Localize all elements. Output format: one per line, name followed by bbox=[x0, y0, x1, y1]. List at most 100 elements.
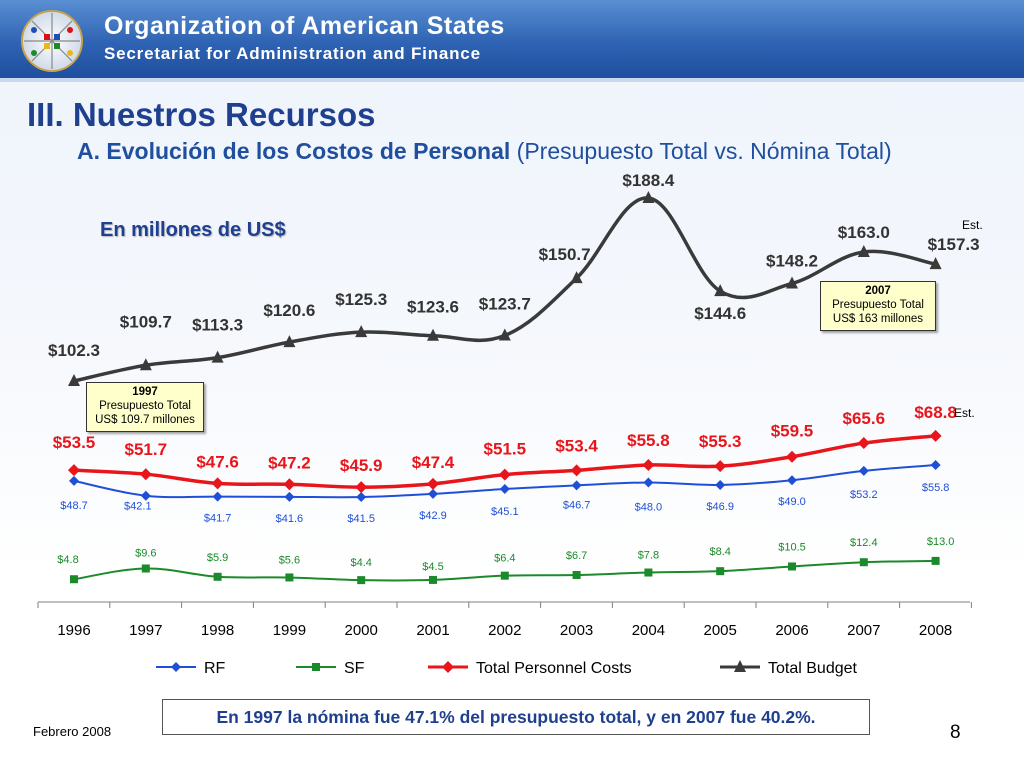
data-label: $51.5 bbox=[484, 440, 527, 459]
data-label: $157.3 bbox=[928, 235, 980, 254]
data-label: $10.5 bbox=[778, 541, 806, 553]
data-label: $12.4 bbox=[850, 537, 878, 549]
personnel-point bbox=[498, 468, 511, 481]
sf-point bbox=[572, 570, 581, 579]
legend-marker bbox=[442, 661, 454, 673]
sf-point bbox=[859, 558, 868, 567]
rf-point bbox=[140, 490, 151, 501]
data-label: $41.6 bbox=[276, 513, 304, 525]
x-tick-label: 1999 bbox=[273, 622, 306, 639]
personnel-point bbox=[211, 477, 224, 490]
rf-point bbox=[428, 488, 438, 499]
x-tick-label: 1996 bbox=[57, 622, 90, 639]
personnel-point bbox=[139, 468, 152, 481]
rf-point bbox=[571, 480, 582, 491]
budget-point bbox=[427, 328, 439, 341]
legend-label: Total Personnel Costs bbox=[476, 660, 632, 677]
data-label: $51.7 bbox=[125, 440, 168, 459]
est-label-budget: Est. bbox=[962, 218, 983, 232]
personnel-point bbox=[857, 437, 870, 450]
data-label: $68.8 bbox=[914, 403, 957, 422]
rf-point bbox=[356, 492, 367, 503]
rf-point bbox=[212, 491, 223, 502]
rf-point bbox=[930, 460, 941, 471]
header-divider bbox=[0, 78, 1024, 82]
data-label: $48.7 bbox=[60, 500, 88, 512]
callout-1997-line2: US$ 109.7 millones bbox=[95, 414, 195, 426]
legend-label: SF bbox=[344, 660, 365, 677]
x-tick-label: 2007 bbox=[847, 622, 880, 639]
data-label: $59.5 bbox=[771, 422, 814, 441]
data-label: $46.7 bbox=[563, 499, 591, 511]
personnel-point bbox=[570, 464, 583, 477]
data-label: $45.9 bbox=[340, 456, 383, 475]
sf-point bbox=[500, 571, 509, 580]
legend-marker bbox=[734, 660, 746, 672]
budget-point bbox=[283, 335, 296, 348]
data-label: $53.5 bbox=[53, 433, 96, 452]
legend-label: Total Budget bbox=[768, 660, 858, 677]
budget-point bbox=[570, 271, 583, 284]
budget-point bbox=[355, 325, 368, 338]
org-subtitle: Secretariat for Administration and Finan… bbox=[104, 44, 481, 63]
personnel-point bbox=[283, 478, 296, 491]
series-line-total-budget bbox=[73, 196, 936, 383]
budget-point bbox=[929, 257, 942, 270]
budget-point bbox=[714, 284, 727, 297]
personnel-point bbox=[68, 464, 80, 477]
data-label: $113.3 bbox=[192, 316, 243, 335]
budget-point bbox=[857, 244, 870, 257]
data-label: $8.4 bbox=[709, 546, 730, 558]
data-label: $4.8 bbox=[57, 554, 78, 566]
data-label: $55.3 bbox=[699, 432, 742, 451]
est-label-personnel: Est. bbox=[954, 406, 975, 420]
data-label: $4.4 bbox=[350, 557, 371, 569]
footnote-box: En 1997 la nómina fue 47.1% del presupue… bbox=[162, 699, 870, 735]
x-tick-label: 2006 bbox=[775, 622, 808, 639]
data-label: $55.8 bbox=[627, 431, 670, 450]
data-label: $46.9 bbox=[706, 501, 734, 513]
data-label: $53.2 bbox=[850, 489, 878, 501]
legend-marker bbox=[171, 662, 181, 672]
sf-point bbox=[141, 564, 150, 573]
data-label: $109.7 bbox=[120, 312, 172, 331]
personnel-point bbox=[929, 429, 942, 442]
data-label: $5.6 bbox=[279, 554, 300, 566]
sf-point bbox=[357, 576, 366, 585]
data-label: $125.3 bbox=[335, 290, 387, 309]
data-label: $7.8 bbox=[638, 550, 659, 562]
rf-point bbox=[69, 475, 79, 486]
sf-point bbox=[70, 575, 78, 584]
callout-2007: 2007 Presupuesto Total US$ 163 millones bbox=[820, 281, 936, 331]
budget-point bbox=[642, 191, 655, 203]
rf-point bbox=[643, 477, 654, 488]
data-label: $123.7 bbox=[479, 295, 531, 314]
data-label: $9.6 bbox=[135, 547, 156, 559]
callout-2007-line1: Presupuesto Total bbox=[832, 299, 924, 311]
budget-point bbox=[139, 358, 152, 371]
x-tick-label: 2000 bbox=[345, 622, 378, 639]
data-label: $47.2 bbox=[268, 453, 311, 472]
data-label: $102.3 bbox=[48, 341, 100, 360]
personnel-point bbox=[786, 450, 798, 463]
budget-point bbox=[211, 350, 224, 363]
slide-subtitle: A. Evolución de los Costos de Personal (… bbox=[77, 138, 892, 165]
sf-point bbox=[931, 556, 940, 565]
x-tick-label: 2003 bbox=[560, 622, 593, 639]
units-label: En millones de US$ bbox=[100, 219, 286, 241]
personnel-point bbox=[355, 481, 368, 494]
sf-point bbox=[285, 573, 294, 582]
data-label: $6.4 bbox=[494, 553, 515, 565]
data-label: $188.4 bbox=[622, 171, 675, 190]
personnel-point bbox=[642, 459, 655, 472]
personnel-point bbox=[427, 477, 439, 490]
budget-point bbox=[68, 374, 80, 386]
data-label: $49.0 bbox=[778, 496, 806, 508]
rf-point bbox=[858, 465, 869, 476]
budget-point bbox=[786, 276, 798, 289]
callout-2007-year: 2007 bbox=[865, 285, 891, 297]
x-tick-label: 2001 bbox=[416, 622, 449, 639]
data-label: $53.4 bbox=[555, 436, 598, 455]
data-label: $65.6 bbox=[843, 409, 886, 428]
